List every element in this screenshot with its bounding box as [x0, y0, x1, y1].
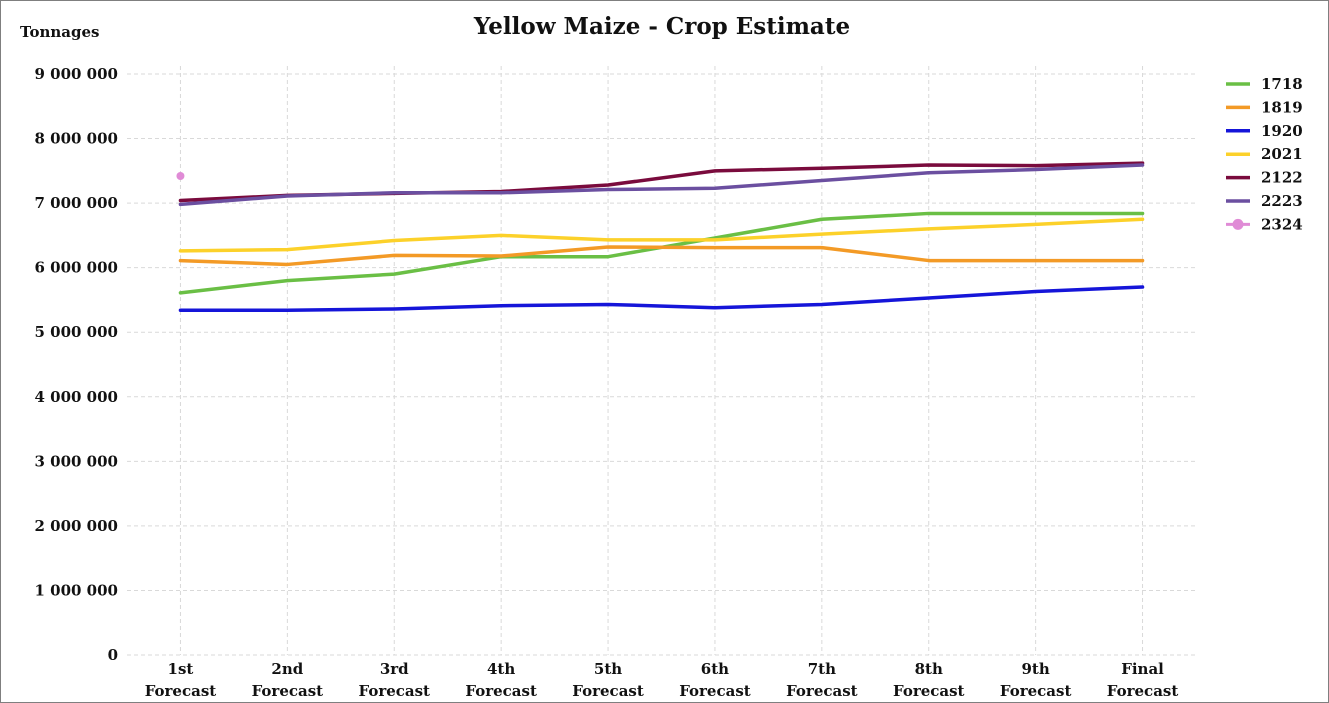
y-tick-label: 2 000 000 [34, 517, 118, 535]
x-tick-label: Final Forecast [1107, 660, 1179, 700]
series-2223-line [178, 163, 1145, 207]
x-tick-label-line: 4th [487, 660, 515, 678]
y-tick-label: 4 000 000 [34, 388, 118, 406]
y-tick-label: 1 000 000 [34, 581, 118, 599]
x-tick-label: 6th Forecast [679, 660, 751, 700]
legend: 1718 1819 1920 2021 2122 2223 2324 [1226, 75, 1303, 233]
series-lines [176, 161, 1145, 313]
x-tick-label-line: 7th [808, 660, 836, 678]
x-tick-label-line: Forecast [252, 682, 324, 700]
y-tick-label: 3 000 000 [34, 452, 118, 470]
x-tick-label-line: Forecast [145, 682, 217, 700]
legend-label-2021: 2021 [1261, 145, 1303, 163]
x-tick-label: 5th Forecast [572, 660, 644, 700]
x-tick-label-line: Forecast [572, 682, 644, 700]
grid-lines [127, 66, 1196, 656]
x-tick-label-line: Forecast [358, 682, 430, 700]
series-2324-point [176, 171, 185, 180]
x-tick-label-line: 8th [915, 660, 943, 678]
y-axis-ticks: 0 1 000 000 2 000 000 3 000 000 4 000 000 5 0… [34, 65, 118, 664]
series-1819-line [178, 245, 1145, 267]
x-tick-label-line: 3rd [380, 660, 409, 678]
x-tick-label-line: 6th [701, 660, 729, 678]
x-tick-label: 2nd Forecast [252, 660, 324, 700]
x-tick-label-line: 2nd [271, 660, 303, 678]
x-tick-label: 7th Forecast [786, 660, 858, 700]
legend-label-2324: 2324 [1261, 215, 1303, 233]
y-tick-label: 8 000 000 [34, 130, 118, 148]
y-tick-label: 9 000 000 [34, 65, 118, 83]
legend-label-1819: 1819 [1261, 98, 1303, 116]
series-2021-line [178, 217, 1145, 253]
x-tick-label-line: Final [1121, 660, 1164, 678]
series-1920-line [178, 285, 1145, 313]
x-tick-label: 3rd Forecast [358, 660, 430, 700]
y-tick-label: 6 000 000 [34, 259, 118, 277]
x-axis-ticks: 1st Forecast 2nd Forecast 3rd Forecast 4th Fore… [145, 660, 1179, 700]
legend-marker-2324 [1232, 218, 1244, 230]
x-tick-label-line: Forecast [1000, 682, 1072, 700]
legend-label-2223: 2223 [1261, 192, 1303, 210]
y-tick-label: 7 000 000 [34, 194, 118, 212]
x-tick-label: 1st Forecast [145, 660, 217, 700]
x-tick-label-line: Forecast [679, 682, 751, 700]
x-tick-label-line: Forecast [465, 682, 537, 700]
legend-label-1718: 1718 [1261, 75, 1303, 93]
y-axis-label: Tonnages [20, 23, 99, 41]
x-tick-label-line: 9th [1022, 660, 1050, 678]
y-tick-label: 0 [108, 646, 118, 664]
x-tick-label-line: Forecast [893, 682, 965, 700]
x-tick-label-line: 1st [168, 660, 194, 678]
x-tick-label-line: 5th [594, 660, 622, 678]
x-tick-label-line: Forecast [1107, 682, 1179, 700]
legend-label-1920: 1920 [1261, 122, 1303, 140]
x-tick-label: 9th Forecast [1000, 660, 1072, 700]
chart-title: Yellow Maize - Crop Estimate [473, 13, 850, 40]
x-tick-label: 4th Forecast [465, 660, 537, 700]
x-tick-label-line: Forecast [786, 682, 858, 700]
x-tick-label: 8th Forecast [893, 660, 965, 700]
y-tick-label: 5 000 000 [34, 323, 118, 341]
legend-label-2122: 2122 [1261, 169, 1303, 187]
